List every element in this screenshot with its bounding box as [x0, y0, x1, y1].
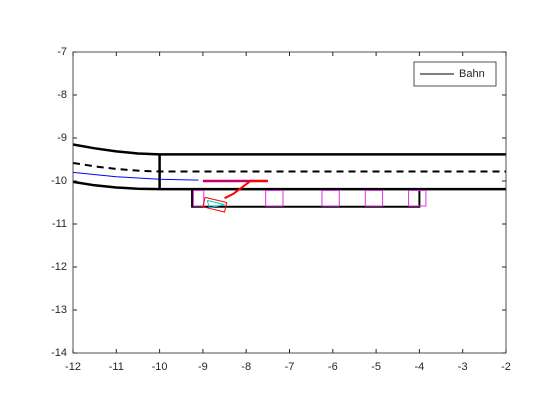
x-tick-label: -4	[415, 361, 425, 373]
x-tick-label: -8	[241, 361, 251, 373]
series-line	[364, 189, 384, 207]
x-tick-label: -11	[109, 361, 124, 373]
x-tick-label: -6	[328, 361, 338, 373]
legend-label: Bahn	[459, 68, 485, 80]
series-line	[321, 189, 340, 207]
y-tick-label: -11	[52, 218, 67, 230]
series-line	[73, 143, 506, 156]
x-tick-label: -12	[65, 361, 81, 373]
x-tick-label: -10	[152, 361, 168, 373]
series-line	[191, 188, 421, 208]
y-tick-label: -7	[57, 46, 67, 58]
series-line	[408, 189, 427, 207]
series-line	[202, 196, 228, 213]
x-tick-label: -5	[371, 361, 381, 373]
y-tick-label: -12	[51, 261, 67, 273]
plot-area	[73, 52, 506, 353]
x-tick-label: -2	[501, 361, 511, 373]
series-line	[224, 180, 268, 200]
y-tick-label: -14	[51, 347, 67, 359]
series-line	[192, 189, 205, 207]
y-tick-label: -9	[57, 132, 67, 144]
series-line	[73, 171, 199, 181]
series-line	[265, 189, 284, 207]
y-tick-label: -13	[51, 304, 67, 316]
x-tick-label: -3	[458, 361, 468, 373]
y-tick-label: -8	[57, 89, 67, 101]
y-tick-label: -10	[51, 175, 67, 187]
x-tick-label: -9	[198, 361, 208, 373]
series-line	[73, 161, 506, 173]
x-tick-label: -7	[285, 361, 295, 373]
axes-box	[72, 51, 507, 354]
series-line	[206, 199, 225, 209]
